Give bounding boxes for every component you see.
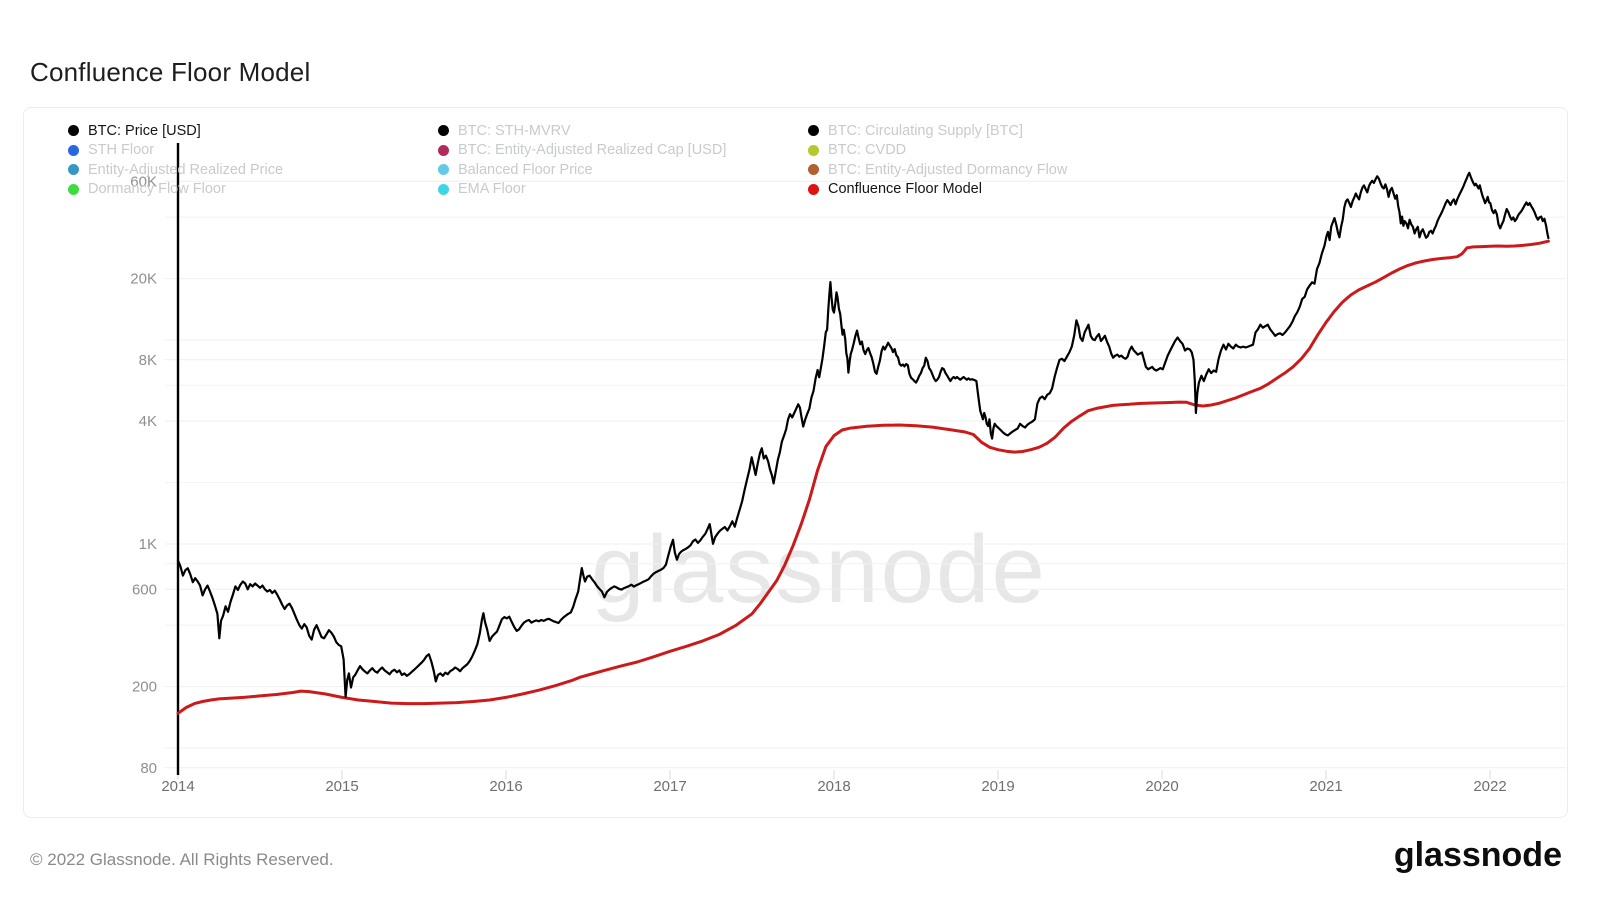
y-tick-label: 1K xyxy=(139,536,157,553)
y-tick-label: 80 xyxy=(140,760,157,777)
legend-item-btc-cvdd[interactable]: BTC: CVDD xyxy=(808,141,1067,161)
legend-color-dot-icon xyxy=(68,144,79,156)
legend-color-dot-icon xyxy=(68,183,79,195)
legend-column-3: BTC: Circulating Supply [BTC] BTC: CVDD BT… xyxy=(808,121,1067,199)
legend-color-dot-icon xyxy=(808,125,819,137)
btc-price-line xyxy=(176,171,1550,698)
legend-item-btc-entity-adjusted-realized-cap-usd[interactable]: BTC: Entity-Adjusted Realized Cap [USD] xyxy=(438,141,808,161)
legend-item-label: BTC: STH-MVRV xyxy=(458,122,571,139)
legend-item-confluence-floor-model[interactable]: Confluence Floor Model xyxy=(808,180,1067,200)
legend-color-dot-icon xyxy=(438,144,449,156)
legend-item-btc-circulating-supply-btc[interactable]: BTC: Circulating Supply [BTC] xyxy=(808,121,1067,141)
legend-color-dot-icon xyxy=(68,125,79,137)
legend-item-label: BTC: Price [USD] xyxy=(88,122,201,139)
legend-item-balanced-floor-price[interactable]: Balanced Floor Price xyxy=(438,160,808,180)
x-tick-label: 2021 xyxy=(1309,778,1342,795)
chart-card: glassnode xyxy=(23,107,1568,818)
y-tick-label: 8K xyxy=(139,352,157,369)
x-tick-label: 2015 xyxy=(325,778,358,795)
legend-item-dormancy-flow-floor[interactable]: Dormancy Flow Floor xyxy=(68,180,438,200)
legend-item-btc-sth-mvrv[interactable]: BTC: STH-MVRV xyxy=(438,121,808,141)
legend-item-label: BTC: Circulating Supply [BTC] xyxy=(828,122,1024,139)
legend-color-dot-icon xyxy=(68,164,79,176)
y-tick-label: 60K xyxy=(130,173,157,190)
y-tick-label: 600 xyxy=(132,581,157,598)
x-tick-label: 2017 xyxy=(653,778,686,795)
legend-column-1: BTC: Price [USD] STH Floor Entity-Adjusted… xyxy=(68,121,438,199)
glassnode-logo: glassnode xyxy=(1393,836,1562,874)
y-tick-label: 4K xyxy=(139,413,157,430)
x-tick-label: 2022 xyxy=(1473,778,1506,795)
legend-color-dot-icon xyxy=(438,125,449,137)
legend-color-dot-icon xyxy=(808,144,819,156)
x-tick-label: 2014 xyxy=(161,778,194,795)
legend-item-label: Dormancy Flow Floor xyxy=(88,181,226,198)
legend-color-dot-icon xyxy=(808,183,819,195)
legend-item-label: BTC: Entity-Adjusted Dormancy Flow xyxy=(828,161,1068,178)
y-tick-label: 200 xyxy=(132,679,157,696)
legend-item-btc-price-usd[interactable]: BTC: Price [USD] xyxy=(68,121,438,141)
x-tick-label: 2016 xyxy=(489,778,522,795)
y-tick-label: 20K xyxy=(130,271,157,288)
copyright-text: © 2022 Glassnode. All Rights Reserved. xyxy=(30,850,334,869)
legend-item-ema-floor[interactable]: EMA Floor xyxy=(438,180,808,200)
legend-item-label: Confluence Floor Model xyxy=(828,181,982,198)
legend-item-sth-floor[interactable]: STH Floor xyxy=(68,141,438,161)
chart-legend: BTC: Price [USD] STH Floor Entity-Adjusted… xyxy=(68,121,1067,199)
x-tick-label: 2020 xyxy=(1145,778,1178,795)
page-title: Confluence Floor Model xyxy=(30,57,311,88)
legend-color-dot-icon xyxy=(808,164,819,176)
confluence-floor-line xyxy=(176,239,1550,715)
legend-item-btc-entity-adjusted-dormancy-flow[interactable]: BTC: Entity-Adjusted Dormancy Flow xyxy=(808,160,1067,180)
legend-color-dot-icon xyxy=(438,183,449,195)
legend-item-label: BTC: CVDD xyxy=(828,142,907,159)
x-tick-label: 2018 xyxy=(817,778,850,795)
legend-color-dot-icon xyxy=(438,164,449,176)
legend-item-label: BTC: Entity-Adjusted Realized Cap [USD] xyxy=(458,142,727,159)
legend-column-2: BTC: STH-MVRV BTC: Entity-Adjusted Realiz… xyxy=(438,121,808,199)
glassnode-watermark: glassnode xyxy=(591,516,1047,623)
legend-item-label: Balanced Floor Price xyxy=(458,161,593,178)
legend-item-label: STH Floor xyxy=(88,142,155,159)
legend-item-label: EMA Floor xyxy=(458,181,526,198)
x-tick-label: 2019 xyxy=(981,778,1014,795)
legend-item-label: Entity-Adjusted Realized Price xyxy=(88,161,284,178)
legend-item-entity-adjusted-realized-price[interactable]: Entity-Adjusted Realized Price xyxy=(68,160,438,180)
